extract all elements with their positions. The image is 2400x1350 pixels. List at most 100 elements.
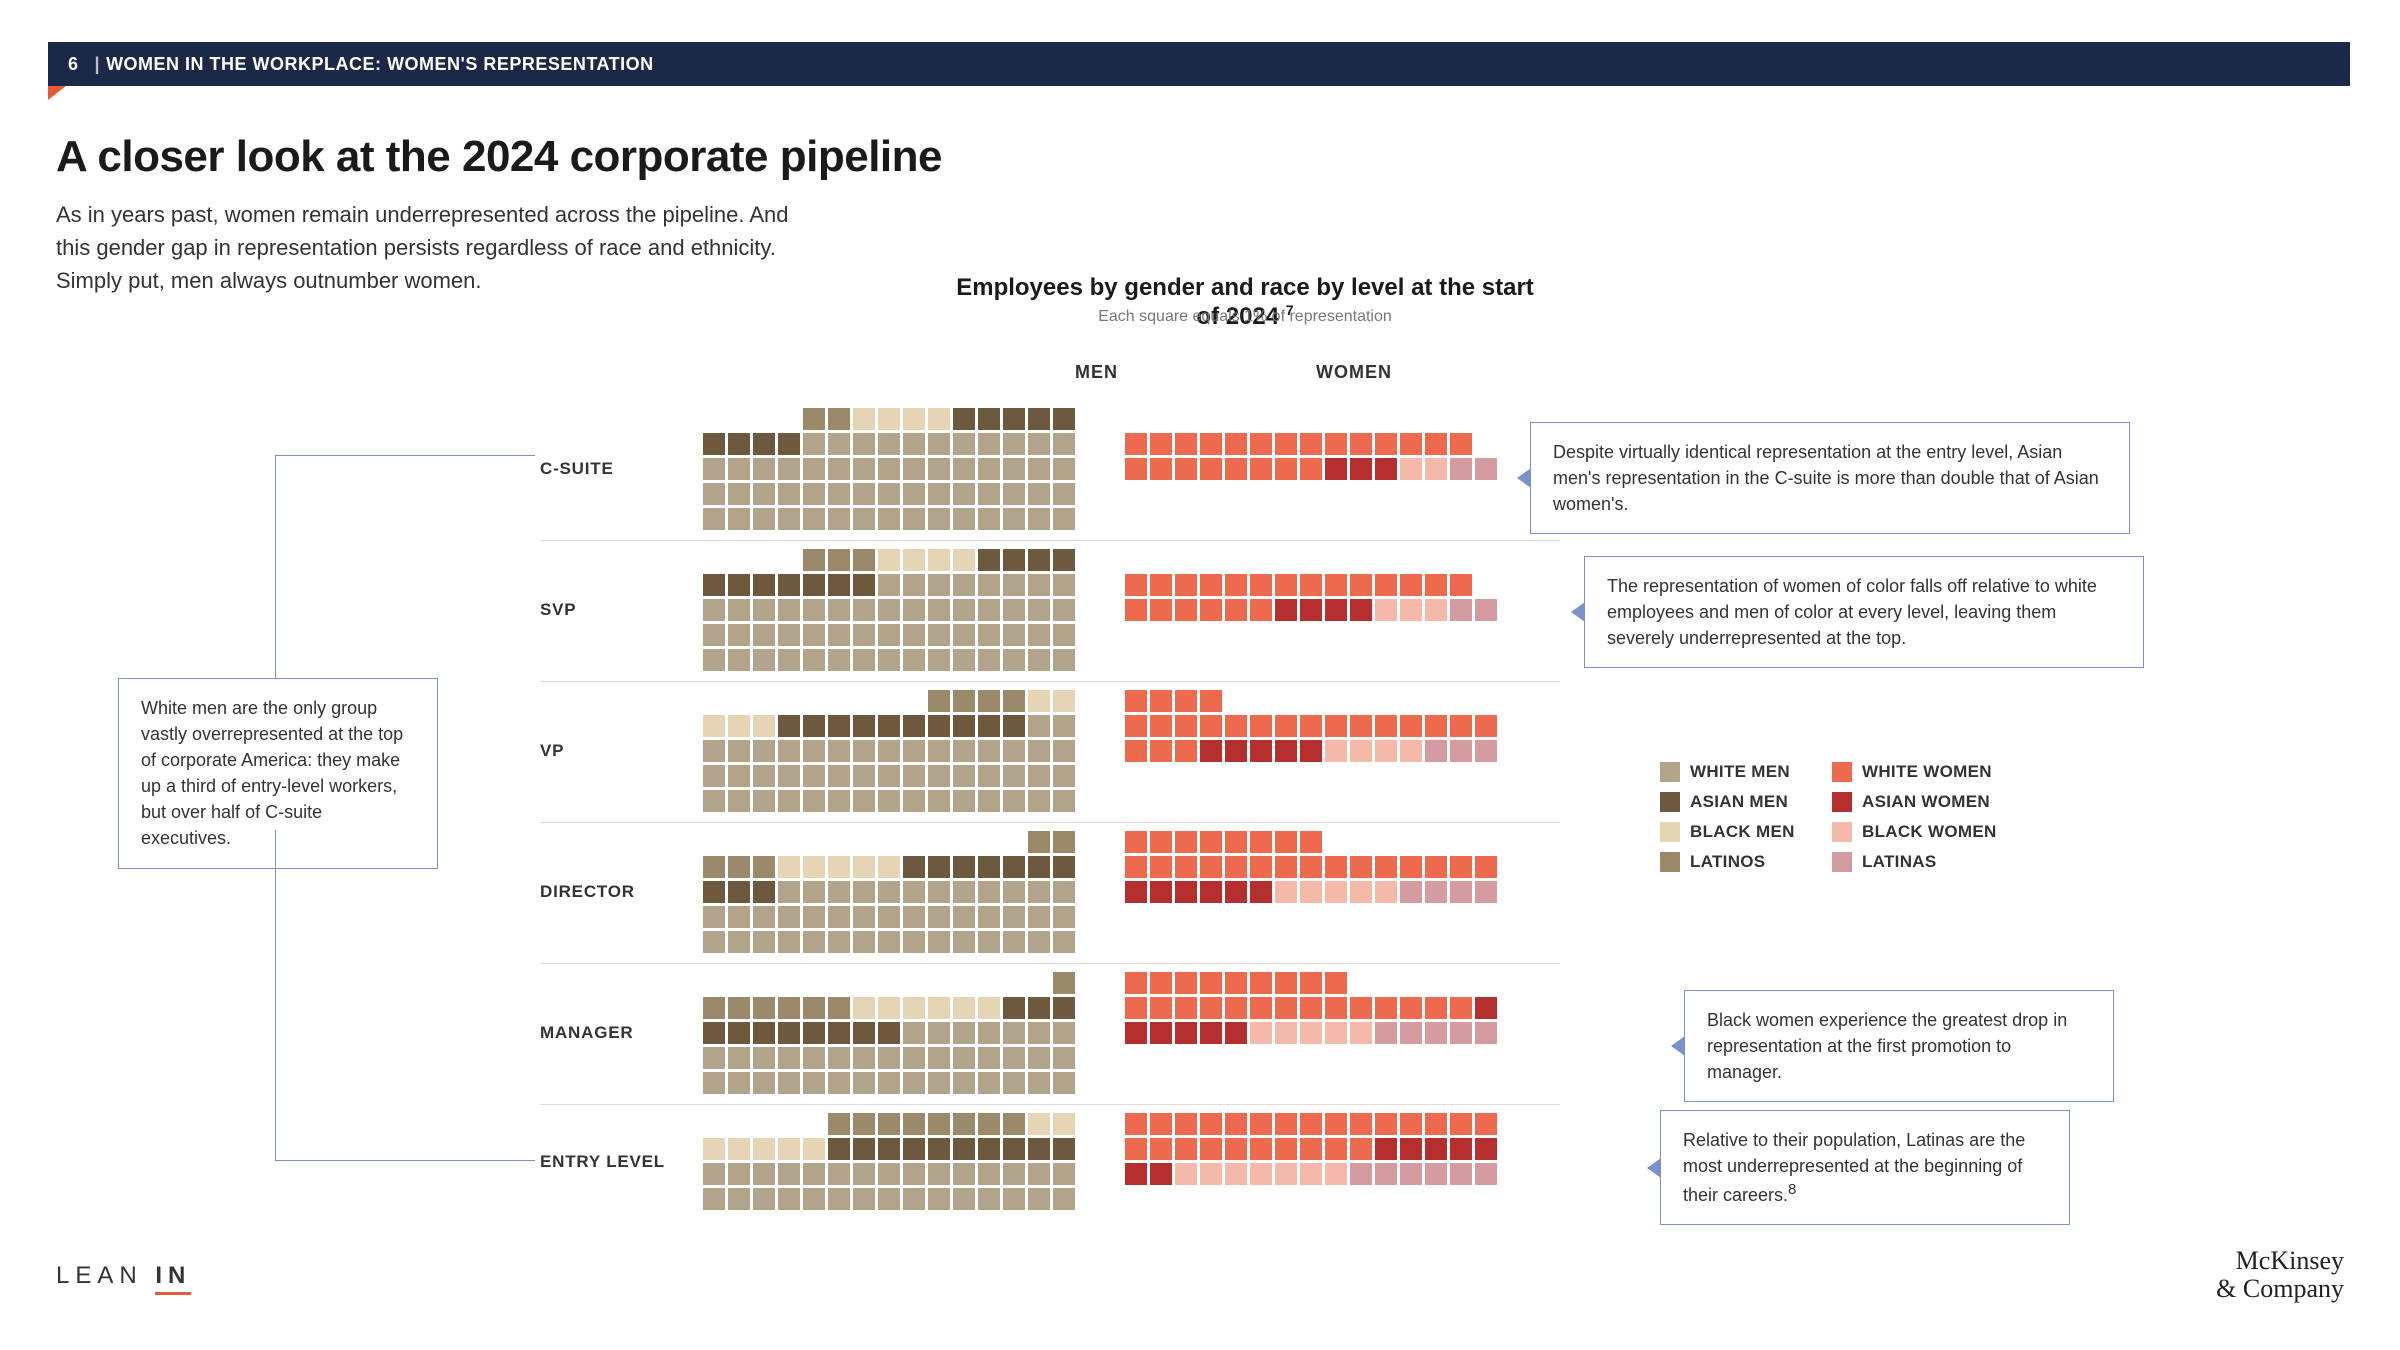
square: [953, 549, 975, 571]
square: [753, 483, 775, 505]
square: [903, 1113, 925, 1135]
square: [703, 433, 725, 455]
intro-text: As in years past, women remain underrepr…: [56, 198, 796, 297]
square: [1275, 972, 1297, 994]
square: [1028, 881, 1050, 903]
square: [1350, 740, 1372, 762]
square: [728, 740, 750, 762]
square: [703, 740, 725, 762]
square: [1350, 458, 1372, 480]
square: [903, 458, 925, 480]
square: [753, 574, 775, 596]
square: [1053, 790, 1075, 812]
square: [1425, 715, 1447, 737]
grid-row: [690, 408, 1075, 430]
square: [1275, 1163, 1297, 1185]
square: [853, 740, 875, 762]
square: [878, 483, 900, 505]
square: [1375, 458, 1397, 480]
black_men-swatch-icon: [1660, 822, 1680, 842]
grid-row: [690, 624, 1075, 646]
mckinsey-a: McKinsey: [2216, 1247, 2344, 1274]
square: [853, 1022, 875, 1044]
square: [1225, 972, 1247, 994]
square: [978, 931, 1000, 953]
square: [778, 508, 800, 530]
square: [803, 1138, 825, 1160]
square: [728, 458, 750, 480]
callout-connector-v: [275, 455, 276, 678]
square: [728, 574, 750, 596]
square: [828, 458, 850, 480]
square: [1250, 997, 1272, 1019]
grid-row: [690, 972, 1075, 994]
square: [1325, 458, 1347, 480]
square: [953, 1138, 975, 1160]
grid-row: [1125, 856, 1510, 878]
square: [1300, 458, 1322, 480]
grid-row: [1125, 1022, 1510, 1044]
square: [1250, 715, 1272, 737]
legend-item: ASIAN MEN: [1660, 792, 1820, 812]
grid-row: [690, 549, 1075, 571]
square: [1375, 715, 1397, 737]
square: [778, 1072, 800, 1094]
square: [1003, 790, 1025, 812]
square: [1150, 599, 1172, 621]
square: [928, 1113, 950, 1135]
legend-label: WHITE WOMEN: [1862, 762, 1992, 782]
square: [1450, 715, 1472, 737]
grid-women: [1125, 1113, 1510, 1210]
square: [728, 881, 750, 903]
square: [1300, 1022, 1322, 1044]
square: [978, 690, 1000, 712]
square: [903, 549, 925, 571]
square: [928, 931, 950, 953]
square: [703, 1047, 725, 1069]
square: [1325, 599, 1347, 621]
square: [1003, 1022, 1025, 1044]
grid-row: [690, 508, 1075, 530]
square: [1003, 1138, 1025, 1160]
square: [1300, 715, 1322, 737]
square: [1200, 599, 1222, 621]
square: [1200, 856, 1222, 878]
grid-row: [1125, 1138, 1510, 1160]
square: [1003, 508, 1025, 530]
square: [978, 458, 1000, 480]
grid-row: [1125, 1113, 1510, 1135]
square: [703, 1188, 725, 1210]
header-banner: 6 | WOMEN IN THE WORKPLACE: WOMEN'S REPR…: [48, 42, 2350, 86]
banner-title: WOMEN IN THE WORKPLACE: WOMEN'S REPRESEN…: [106, 54, 654, 75]
square: [1053, 1188, 1075, 1210]
square: [1003, 715, 1025, 737]
square: [1475, 1113, 1497, 1135]
square: [1350, 856, 1372, 878]
legend-label: BLACK MEN: [1690, 822, 1795, 842]
square: [853, 1113, 875, 1135]
square: [1350, 574, 1372, 596]
square: [1250, 831, 1272, 853]
square: [1125, 715, 1147, 737]
square: [953, 1163, 975, 1185]
square: [753, 1163, 775, 1185]
level-label: VP: [540, 741, 690, 761]
square: [1400, 740, 1422, 762]
square: [1125, 856, 1147, 878]
square: [1053, 831, 1075, 853]
grid-pair: [690, 1113, 1510, 1210]
square: [978, 483, 1000, 505]
square: [1003, 690, 1025, 712]
square: [903, 931, 925, 953]
square: [1250, 574, 1272, 596]
square: [803, 997, 825, 1019]
square: [1175, 715, 1197, 737]
square: [953, 1188, 975, 1210]
square: [978, 1163, 1000, 1185]
square: [1225, 1163, 1247, 1185]
square: [1053, 649, 1075, 671]
square: [1125, 1138, 1147, 1160]
callout-left: White men are the only group vastly over…: [118, 678, 438, 869]
square: [828, 740, 850, 762]
callout-connector-v2: [275, 830, 276, 1160]
